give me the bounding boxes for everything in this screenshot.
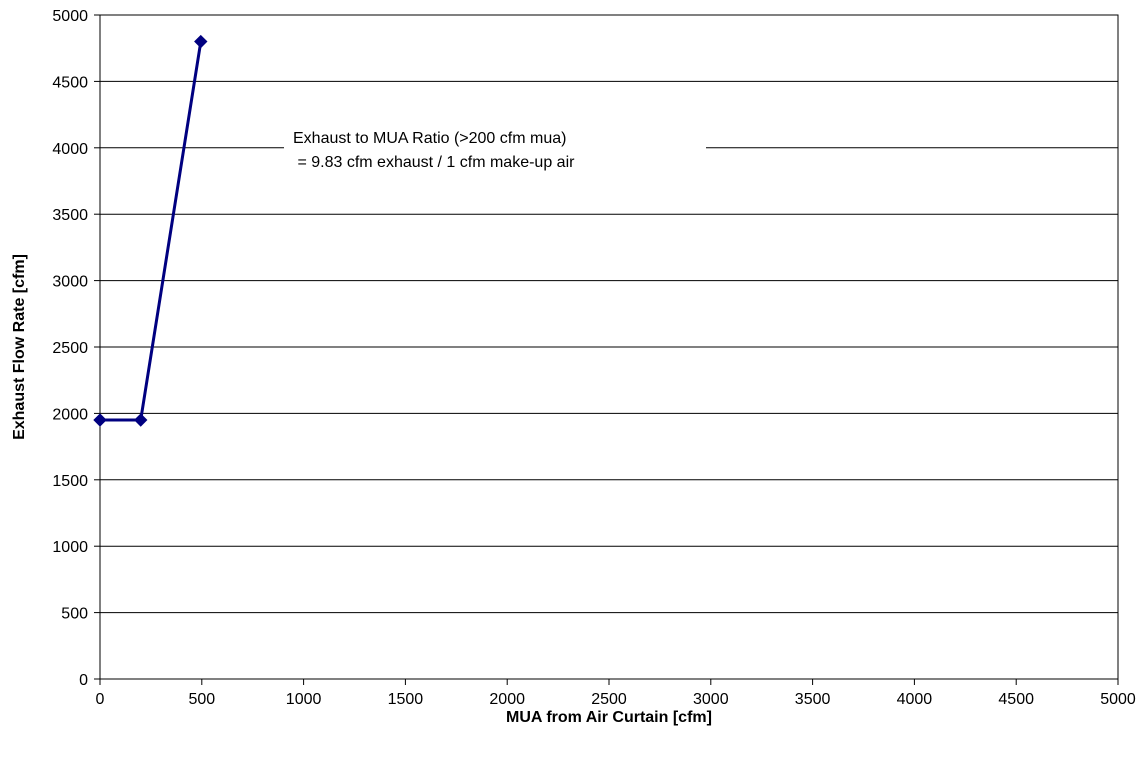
y-tick-label-4000: 4000	[52, 141, 88, 158]
x-tick-label-1000: 1000	[286, 691, 322, 708]
y-tick-label-3000: 3000	[52, 274, 88, 291]
x-tick-label-4500: 4500	[998, 691, 1034, 708]
x-axis-title: MUA from Air Curtain [cfm]	[506, 709, 712, 726]
y-tick-label-500: 500	[61, 606, 88, 623]
y-tick-label-1500: 1500	[52, 473, 88, 490]
y-tick-label-0: 0	[79, 672, 88, 689]
data-point-0-1	[135, 414, 147, 426]
x-tick-label-5000: 5000	[1100, 691, 1136, 708]
x-tick-label-1500: 1500	[388, 691, 424, 708]
x-tick-label-3000: 3000	[693, 691, 729, 708]
y-tick-label-5000: 5000	[52, 8, 88, 25]
y-tick-label-1000: 1000	[52, 539, 88, 556]
x-tick-label-3500: 3500	[795, 691, 831, 708]
y-axis-title: Exhaust Flow Rate [cfm]	[11, 254, 28, 440]
axis-ticks	[94, 15, 1118, 685]
x-tick-label-2000: 2000	[489, 691, 525, 708]
series-layer	[94, 36, 207, 426]
data-point-0-2	[195, 36, 207, 48]
series-line-0	[100, 42, 201, 420]
annotation: Exhaust to MUA Ratio (>200 cfm mua) = 9.…	[284, 123, 706, 175]
y-tick-label-3500: 3500	[52, 207, 88, 224]
y-tick-label-2000: 2000	[52, 406, 88, 423]
x-tick-label-2500: 2500	[591, 691, 627, 708]
annotation-line-2: = 9.83 cfm exhaust / 1 cfm make-up air	[293, 154, 575, 171]
x-tick-label-4000: 4000	[897, 691, 933, 708]
y-tick-label-4500: 4500	[52, 74, 88, 91]
x-tick-label-0: 0	[96, 691, 105, 708]
x-axis-tick-labels: 0 500 1000 1500 2000 2500 3000 3500 4000 4500 5000	[96, 691, 1136, 708]
data-point-0-0	[94, 414, 106, 426]
x-tick-label-500: 500	[188, 691, 215, 708]
y-tick-label-2500: 2500	[52, 340, 88, 357]
annotation-line-1: Exhaust to MUA Ratio (>200 cfm mua)	[293, 130, 566, 147]
y-axis-tick-labels: 0 500 1000 1500 2000 2500 3000 3500 4000 4500 5000	[52, 8, 88, 689]
